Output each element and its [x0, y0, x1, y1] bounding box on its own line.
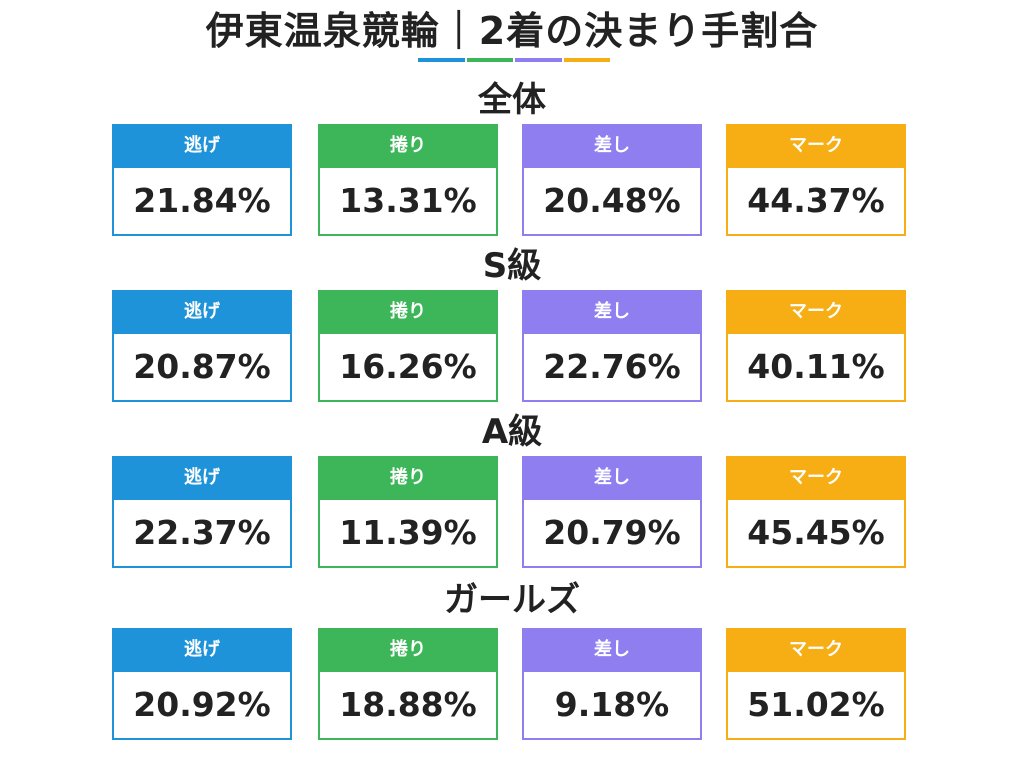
value-card: 捲り 13.31%: [318, 124, 498, 236]
value-card: 差し 20.79%: [522, 456, 702, 568]
section-row: 逃げ 20.92% 捲り 18.88% 差し 9.18% マーク 51.02%: [0, 628, 1024, 740]
data-label: 51.02%: [747, 685, 885, 724]
underline-segment-blue: [418, 58, 465, 62]
card-header-label: マーク: [728, 458, 904, 500]
data-label: 11.39%: [339, 513, 477, 552]
data-label: 44.37%: [747, 181, 885, 220]
section-row: 逃げ 22.37% 捲り 11.39% 差し 20.79% マーク 45.45%: [0, 456, 1024, 568]
underline-segment-yellow: [563, 58, 610, 62]
value-card: 逃げ 21.84%: [112, 124, 292, 236]
value-card: 差し 9.18%: [522, 628, 702, 740]
card-header-label: マーク: [728, 126, 904, 168]
data-label: 13.31%: [339, 181, 477, 220]
card-header-label: 逃げ: [114, 126, 290, 168]
card-header-label: マーク: [728, 292, 904, 334]
underline-segment-purple: [515, 58, 562, 62]
data-label: 40.11%: [747, 347, 885, 386]
value-card: 捲り 18.88%: [318, 628, 498, 740]
section-row: 逃げ 21.84% 捲り 13.31% 差し 20.48% マーク 44.37%: [0, 124, 1024, 236]
data-label: 21.84%: [133, 181, 271, 220]
data-label: 20.48%: [543, 181, 681, 220]
data-label: 20.87%: [133, 347, 271, 386]
section-title: A級: [481, 412, 543, 452]
data-label: 16.26%: [339, 347, 477, 386]
value-card: マーク 51.02%: [726, 628, 906, 740]
value-card: マーク 45.45%: [726, 456, 906, 568]
card-header-label: 差し: [524, 458, 700, 500]
value-card: 逃げ 22.37%: [112, 456, 292, 568]
value-card: マーク 44.37%: [726, 124, 906, 236]
data-label: 45.45%: [747, 513, 885, 552]
card-header-label: 逃げ: [114, 630, 290, 672]
card-header-label: 捲り: [320, 630, 496, 672]
value-card: 差し 22.76%: [522, 290, 702, 402]
card-header-label: 捲り: [320, 292, 496, 334]
card-header-label: 捲り: [320, 126, 496, 168]
value-card: 捲り 11.39%: [318, 456, 498, 568]
section-row: 逃げ 20.87% 捲り 16.26% 差し 22.76% マーク 40.11%: [0, 290, 1024, 402]
data-label: 20.92%: [133, 685, 271, 724]
data-label: 9.18%: [554, 685, 670, 724]
chart-title: 伊東温泉競輪｜2着の決まり手割合: [205, 9, 819, 53]
title-underline: [418, 58, 610, 62]
card-header-label: 差し: [524, 630, 700, 672]
section-title: ガールズ: [444, 580, 580, 620]
data-label: 22.76%: [543, 347, 681, 386]
card-header-label: 捲り: [320, 458, 496, 500]
card-header-label: 逃げ: [114, 292, 290, 334]
data-label: 18.88%: [339, 685, 477, 724]
data-label: 22.37%: [133, 513, 271, 552]
value-card: 差し 20.48%: [522, 124, 702, 236]
card-header-label: 差し: [524, 126, 700, 168]
card-header-label: 差し: [524, 292, 700, 334]
underline-segment-green: [466, 58, 513, 62]
card-header-label: 逃げ: [114, 458, 290, 500]
value-card: 逃げ 20.87%: [112, 290, 292, 402]
value-card: 捲り 16.26%: [318, 290, 498, 402]
section-title: S級: [482, 246, 542, 286]
section-title: 全体: [478, 80, 546, 120]
data-label: 20.79%: [543, 513, 681, 552]
value-card: マーク 40.11%: [726, 290, 906, 402]
card-header-label: マーク: [728, 630, 904, 672]
value-card: 逃げ 20.92%: [112, 628, 292, 740]
